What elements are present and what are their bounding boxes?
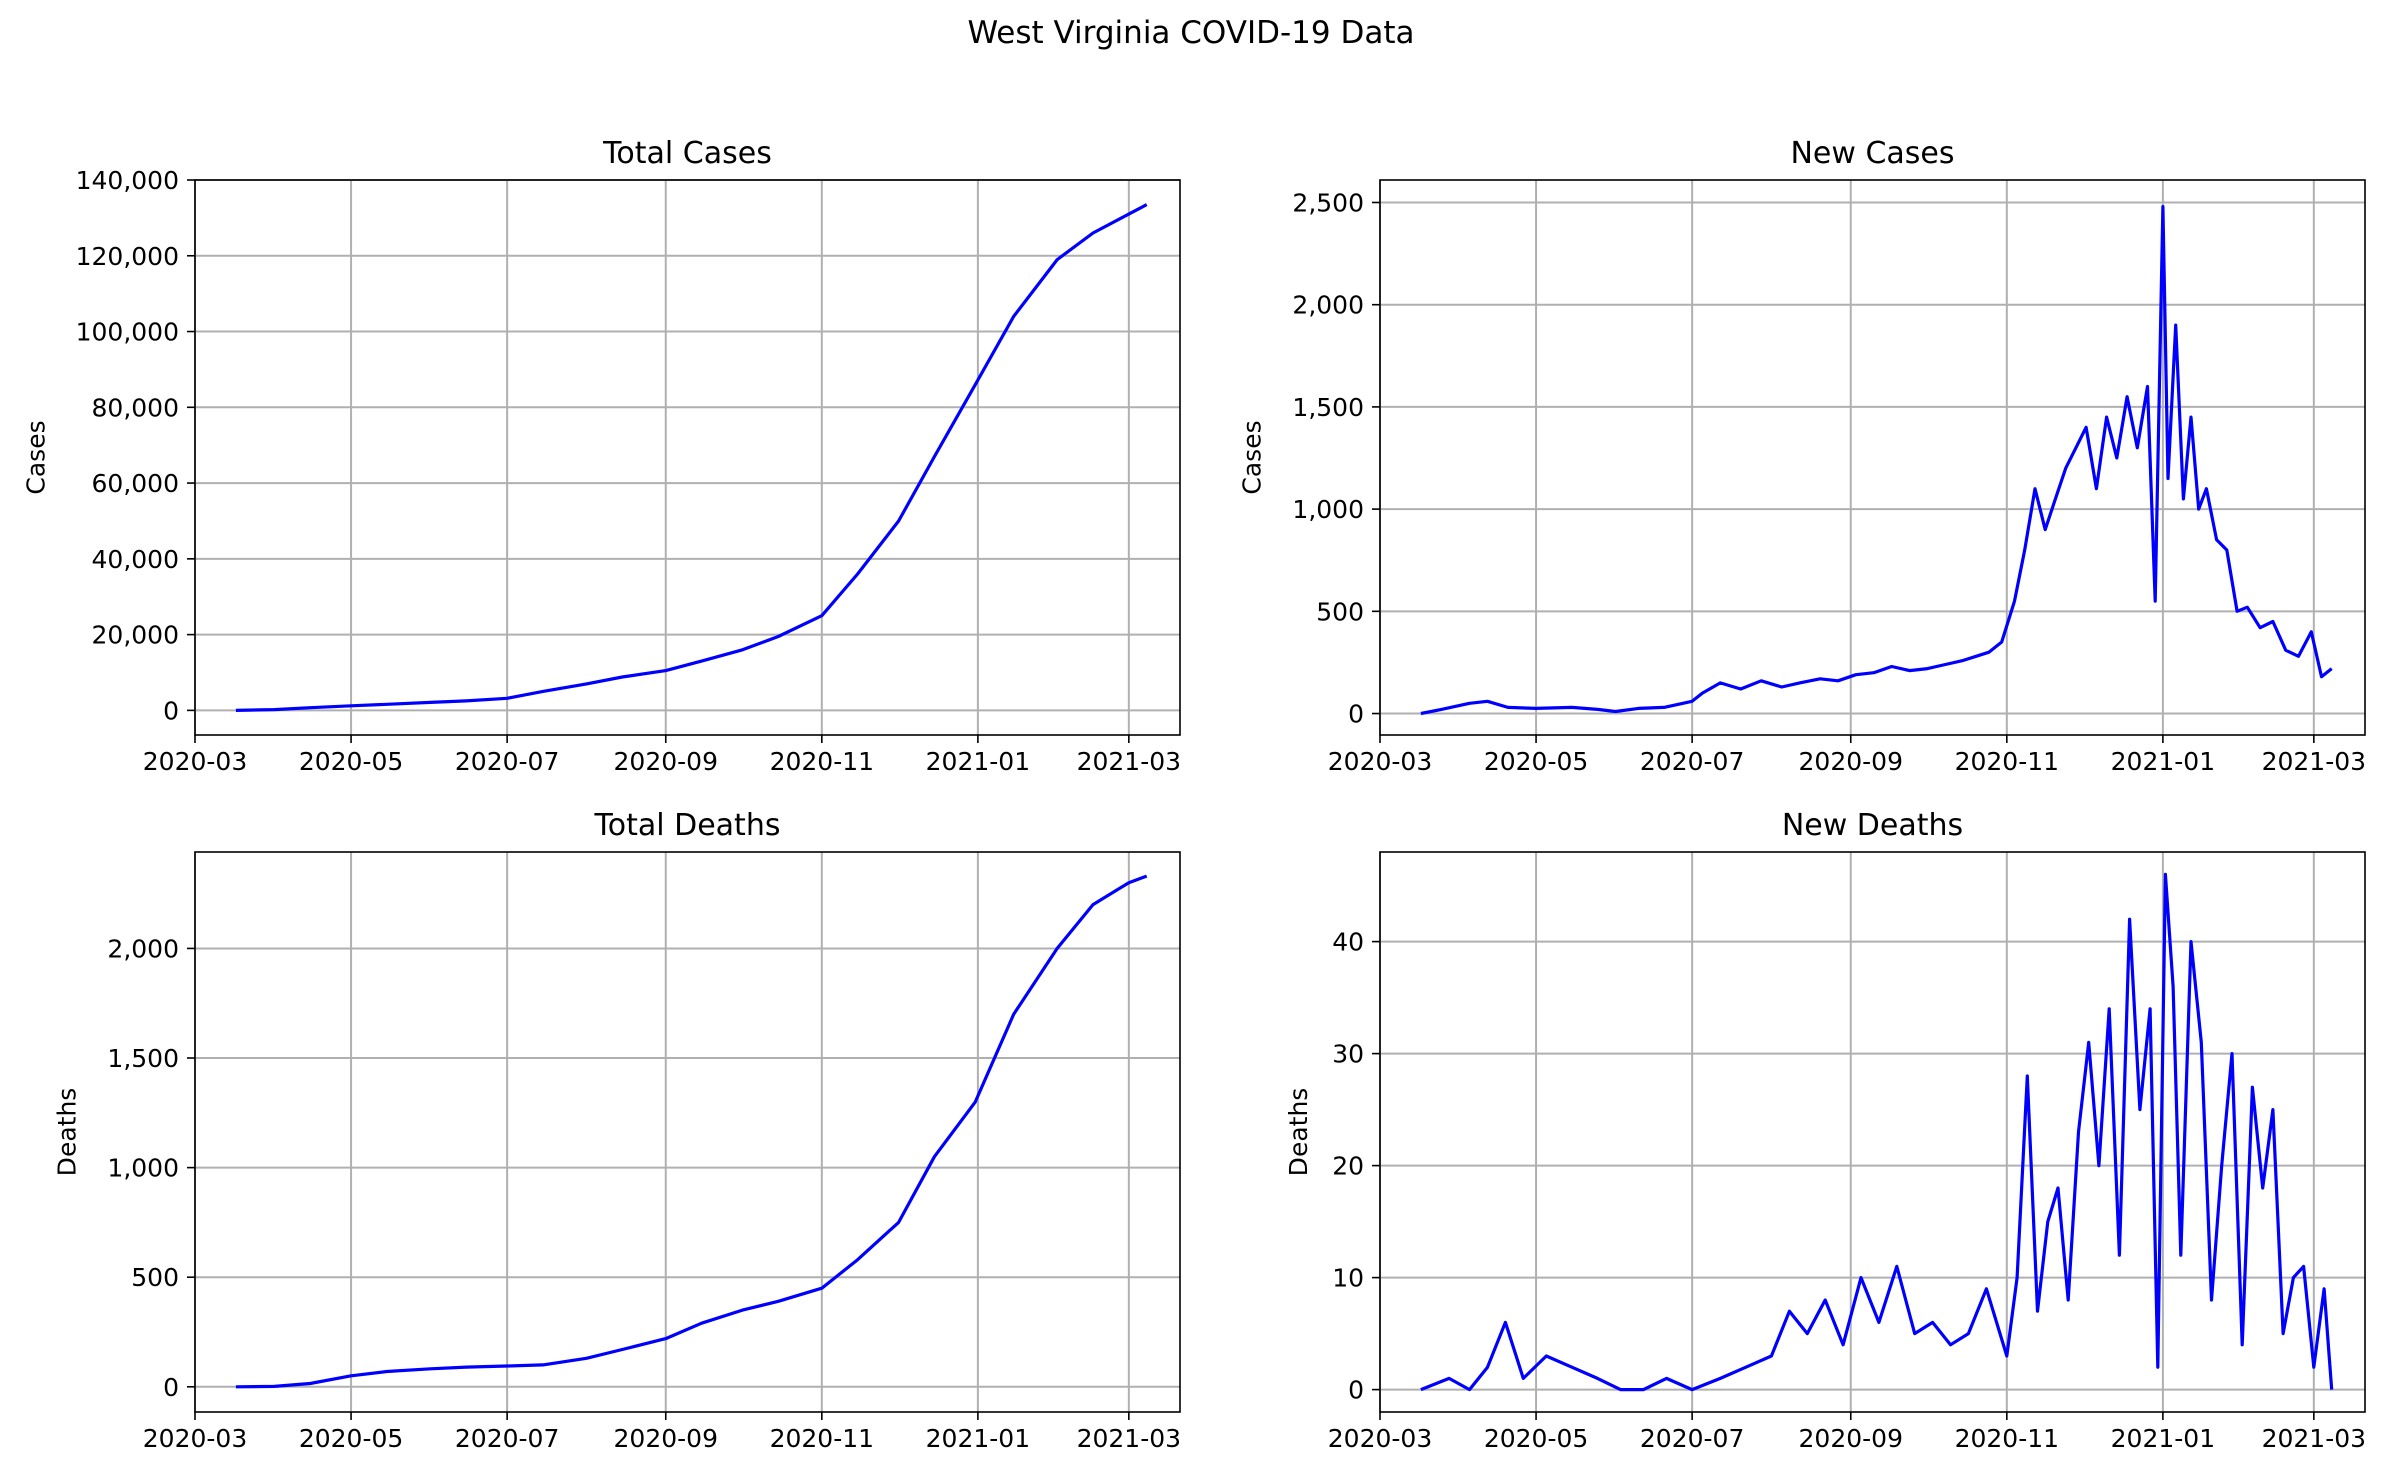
new-cases-y-axis-label: Cases — [1238, 420, 1267, 494]
total-cases-x-tick-label: 2020-05 — [299, 747, 403, 776]
total-deaths-title: Total Deaths — [594, 808, 781, 843]
total-deaths-y-tick-label: 0 — [163, 1373, 179, 1402]
new-cases-title: New Cases — [1790, 136, 1954, 171]
total-cases-y-tick-label: 60,000 — [92, 469, 179, 498]
new-cases-x-tick-label: 2020-03 — [1328, 747, 1432, 776]
new-cases-y-tick-label: 1,500 — [1292, 393, 1364, 422]
new-cases-axes-frame — [1379, 179, 2366, 736]
new-deaths-x-tick-label: 2020-05 — [1484, 1424, 1588, 1453]
total-cases-y-tick-label: 0 — [163, 696, 179, 725]
new-cases-x-tick-label: 2020-05 — [1484, 747, 1588, 776]
total-deaths-axes-frame — [194, 851, 1181, 1413]
new-cases-x-tick-label: 2021-03 — [2262, 747, 2366, 776]
new-deaths-chart: 2020-03 2020-05 2020-07 2020-09 2020-11 2021-… — [1284, 808, 2366, 1453]
total-deaths-y-tick-label: 1,000 — [107, 1154, 179, 1183]
total-deaths-x-tick-label: 2020-09 — [614, 1424, 718, 1453]
total-cases-series-line — [235, 203, 1148, 712]
new-deaths-x-tick-label: 2020-09 — [1799, 1424, 1903, 1453]
new-deaths-y-tick-label: 40 — [1332, 928, 1364, 957]
new-deaths-x-tick-label: 2020-03 — [1328, 1424, 1432, 1453]
total-cases-x-tick-label: 2020-03 — [143, 747, 247, 776]
figure-title: West Virginia COVID-19 Data — [967, 15, 1414, 51]
total-cases-y-tick-label: 120,000 — [76, 242, 179, 271]
new-cases-chart: 2020-03 2020-05 2020-07 2020-09 2020-11 2021-… — [1238, 136, 2367, 776]
total-cases-chart: 2020-03 2020-05 2020-07 2020-09 2020-11 2021-… — [22, 136, 1182, 776]
total-deaths-chart: 2020-03 2020-05 2020-07 2020-09 2020-11 2021-… — [53, 808, 1182, 1453]
new-deaths-x-tick-label: 2021-03 — [2262, 1424, 2366, 1453]
new-deaths-axes-frame — [1379, 851, 2366, 1413]
total-cases-y-tick-label: 100,000 — [76, 318, 179, 347]
total-cases-y-tick-label: 140,000 — [76, 166, 179, 195]
new-deaths-y-tick-label: 0 — [1348, 1376, 1364, 1405]
new-deaths-x-tick-label: 2021-01 — [2111, 1424, 2215, 1453]
new-cases-series-line — [1420, 205, 2333, 716]
new-cases-x-tick-label: 2020-07 — [1640, 747, 1744, 776]
total-deaths-series-line — [235, 874, 1148, 1389]
total-deaths-x-tick-label: 2020-03 — [143, 1424, 247, 1453]
new-deaths-y-tick-label: 10 — [1332, 1264, 1364, 1293]
new-deaths-y-tick-label: 20 — [1332, 1152, 1364, 1181]
new-cases-x-tick-label: 2020-11 — [1955, 747, 2059, 776]
total-deaths-x-tick-label: 2021-03 — [1077, 1424, 1181, 1453]
new-deaths-title: New Deaths — [1782, 808, 1963, 843]
total-deaths-y-tick-label: 2,000 — [107, 934, 179, 963]
new-cases-y-tick-label: 0 — [1348, 700, 1364, 729]
total-cases-y-tick-label: 20,000 — [92, 621, 179, 650]
new-cases-y-tick-label: 2,500 — [1292, 188, 1364, 217]
total-deaths-y-tick-label: 500 — [131, 1263, 179, 1292]
total-deaths-x-tick-label: 2020-11 — [770, 1424, 874, 1453]
new-deaths-y-axis-label: Deaths — [1284, 1088, 1313, 1177]
total-cases-y-axis-label: Cases — [22, 420, 51, 494]
new-deaths-x-tick-label: 2020-07 — [1640, 1424, 1744, 1453]
total-cases-x-tick-label: 2020-07 — [455, 747, 559, 776]
new-deaths-x-tick-label: 2020-11 — [1955, 1424, 2059, 1453]
new-cases-y-tick-label: 1,000 — [1292, 495, 1364, 524]
total-cases-title: Total Cases — [602, 136, 772, 171]
total-cases-x-tick-label: 2021-01 — [926, 747, 1030, 776]
total-cases-y-tick-label: 80,000 — [92, 393, 179, 422]
new-deaths-y-tick-label: 30 — [1332, 1040, 1364, 1069]
new-cases-y-tick-label: 500 — [1316, 597, 1364, 626]
total-deaths-x-tick-label: 2020-07 — [455, 1424, 559, 1453]
total-deaths-x-tick-label: 2021-01 — [926, 1424, 1030, 1453]
total-deaths-y-tick-label: 1,500 — [107, 1044, 179, 1073]
total-cases-x-tick-label: 2020-09 — [614, 747, 718, 776]
total-cases-y-tick-label: 40,000 — [92, 545, 179, 574]
new-cases-y-tick-label: 2,000 — [1292, 291, 1364, 320]
total-deaths-y-axis-label: Deaths — [53, 1088, 82, 1177]
new-cases-x-tick-label: 2021-01 — [2111, 747, 2215, 776]
new-deaths-series-line — [1420, 872, 2334, 1392]
total-cases-axes-frame — [194, 179, 1181, 736]
total-deaths-x-tick-label: 2020-05 — [299, 1424, 403, 1453]
total-cases-x-tick-label: 2021-03 — [1077, 747, 1181, 776]
total-cases-x-tick-label: 2020-11 — [770, 747, 874, 776]
new-cases-x-tick-label: 2020-09 — [1799, 747, 1903, 776]
